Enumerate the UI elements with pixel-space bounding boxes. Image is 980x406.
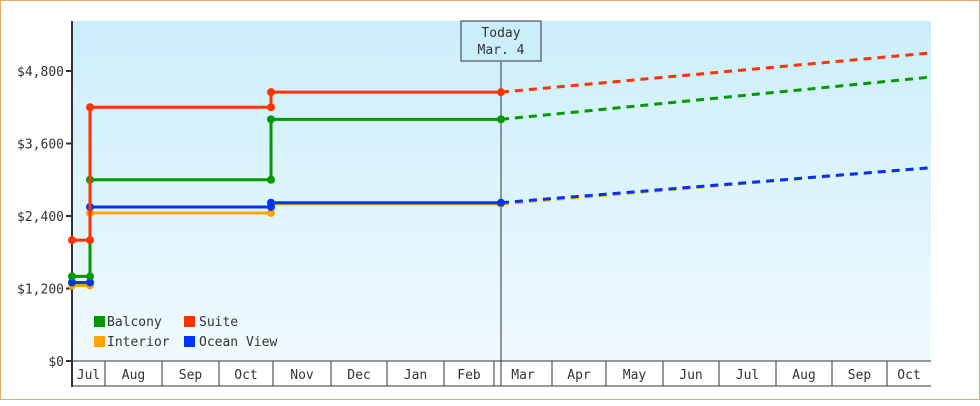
legend-label: Interior xyxy=(107,335,170,350)
data-point[interactable] xyxy=(68,272,76,281)
legend-swatch-icon xyxy=(184,316,195,327)
x-tick-label: Apr xyxy=(567,368,591,383)
legend-label: Ocean View xyxy=(199,335,277,350)
today-label: Today xyxy=(481,26,520,41)
today-marker: Today Mar. 4 xyxy=(460,20,542,386)
x-tick-label: Jun xyxy=(679,368,702,383)
legend: Balcony Suite Interior Ocean View xyxy=(94,315,277,350)
x-tick-label: Jan xyxy=(404,368,427,383)
legend-item-balcony[interactable]: Balcony xyxy=(94,315,162,330)
x-tick-label: May xyxy=(623,368,647,383)
x-tick-label: Aug xyxy=(122,368,145,383)
projection-line xyxy=(500,51,932,94)
y-axis-ticks: $0 $1,200 $2,400 $3,600 $4,800 xyxy=(17,65,72,370)
y-tick-label: $3,600 xyxy=(17,138,64,153)
data-point[interactable] xyxy=(267,208,275,217)
x-tick-label: Nov xyxy=(290,368,314,383)
x-tick-label: Aug xyxy=(792,368,815,383)
data-point[interactable] xyxy=(267,175,275,184)
today-label-box xyxy=(460,20,542,62)
x-tick-label: Oct xyxy=(897,368,920,383)
today-date: Mar. 4 xyxy=(478,43,525,58)
x-tick-label: Feb xyxy=(457,368,481,383)
x-axis: Jul Aug Sep Oct Nov Dec Jan Feb Mar Apr May Jun Jul A… xyxy=(72,360,931,387)
y-tick-label: $4,800 xyxy=(17,65,64,80)
x-tick-label: Sep xyxy=(179,368,203,383)
projection-line xyxy=(500,75,932,121)
legend-swatch-icon xyxy=(94,316,105,327)
data-point[interactable] xyxy=(86,103,94,112)
y-tick-label: $1,200 xyxy=(17,283,64,298)
legend-item-ocean-view[interactable]: Ocean View xyxy=(184,335,277,350)
y-tick-label: $2,400 xyxy=(17,210,64,225)
data-point[interactable] xyxy=(68,236,76,245)
projection-line xyxy=(500,166,932,205)
legend-swatch-icon xyxy=(184,336,195,347)
data-point[interactable] xyxy=(267,88,275,97)
data-point[interactable] xyxy=(86,272,94,281)
legend-label: Balcony xyxy=(107,315,162,330)
data-point[interactable] xyxy=(68,278,76,287)
x-tick-label: Oct xyxy=(234,368,257,383)
x-tick-label: Sep xyxy=(848,368,872,383)
x-tick-label: Jul xyxy=(77,368,100,383)
x-tick-label: Mar xyxy=(511,368,535,383)
data-point[interactable] xyxy=(267,115,275,124)
data-point[interactable] xyxy=(86,236,94,245)
data-point[interactable] xyxy=(267,103,275,112)
series-lines xyxy=(68,51,932,290)
x-tick-label: Dec xyxy=(347,368,370,383)
legend-item-suite[interactable]: Suite xyxy=(184,315,238,330)
legend-item-interior[interactable]: Interior xyxy=(94,335,170,350)
x-tick-label: Jul xyxy=(736,368,759,383)
legend-label: Suite xyxy=(199,315,238,330)
data-point[interactable] xyxy=(267,198,275,207)
legend-swatch-icon xyxy=(94,336,105,347)
data-point[interactable] xyxy=(86,278,94,287)
y-tick-label: $0 xyxy=(48,355,64,370)
